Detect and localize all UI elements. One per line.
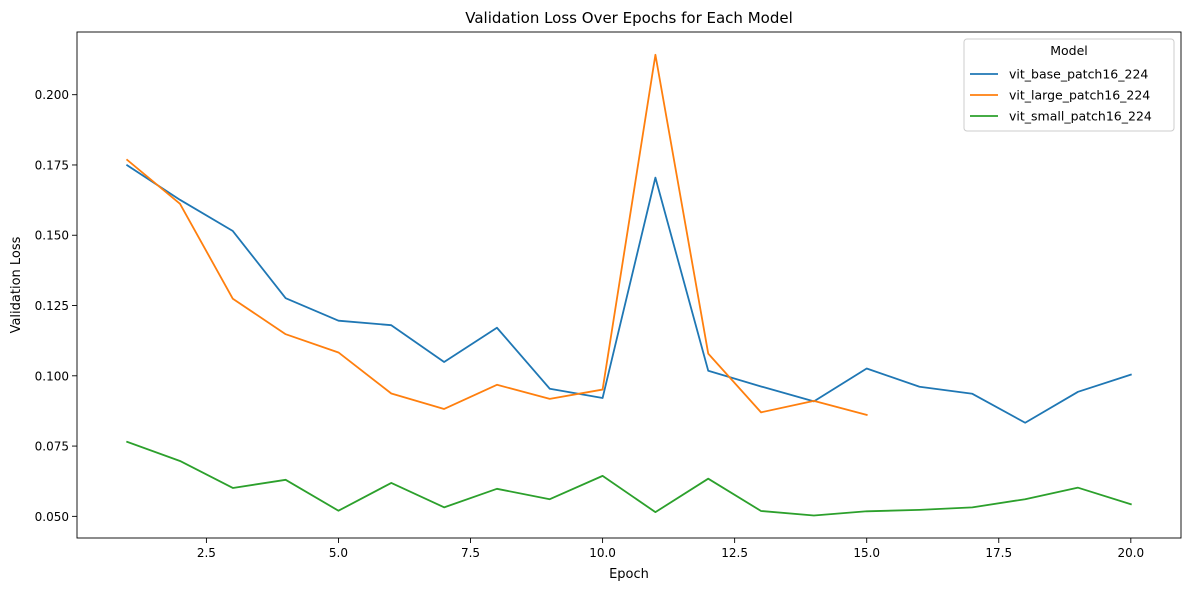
y-tick-label: 0.125: [35, 299, 69, 313]
plot-area: [76, 31, 1182, 539]
y-axis-label: Validation Loss: [9, 236, 24, 333]
y-tick-label: 0.150: [35, 229, 69, 243]
plot-frame: [76, 31, 1182, 539]
y-tick-label: 0.075: [35, 440, 69, 454]
x-tick-label: 17.5: [985, 546, 1012, 560]
x-tick-label: 5.0: [329, 546, 348, 560]
y-tick-label: 0.100: [35, 369, 69, 383]
x-tick-label: 2.5: [197, 546, 216, 560]
legend-box: [963, 38, 1175, 132]
series-layer: [125, 53, 1132, 517]
legend-items: vit_base_patch16_224 vit_large_patch16_22…: [970, 67, 1152, 124]
y-tick-label: 0.050: [35, 510, 69, 524]
series-line-vit-small-patch16-224: [126, 440, 1132, 517]
x-axis-label: Epoch: [609, 567, 649, 582]
y-tick-label: 0.200: [35, 88, 69, 102]
series-line-vit-base-patch16-224: [125, 164, 1132, 424]
legend: Model vit_base_patch16_224 vit_large_patc…: [963, 38, 1175, 132]
legend-title: Model: [1050, 43, 1088, 58]
y-axis: 0.050 0.075 0.100 0.125 0.150 0.175 0.200: [35, 88, 77, 524]
legend-label: vit_base_patch16_224: [1009, 67, 1148, 82]
x-tick-label: 20.0: [1117, 546, 1144, 560]
x-tick-label: 7.5: [461, 546, 480, 560]
x-tick-label: 10.0: [589, 546, 616, 560]
legend-label: vit_small_patch16_224: [1009, 109, 1152, 124]
chart-title: Validation Loss Over Epochs for Each Mod…: [465, 9, 793, 27]
legend-label: vit_large_patch16_224: [1009, 88, 1150, 103]
x-tick-label: 12.5: [721, 546, 748, 560]
y-tick-label: 0.175: [35, 158, 69, 172]
series-line-vit-large-patch16-224: [125, 53, 868, 416]
x-axis: 2.5 5.0 7.5 10.0 12.5 15.0 17.5 20.0: [197, 538, 1144, 560]
x-tick-label: 15.0: [853, 546, 880, 560]
